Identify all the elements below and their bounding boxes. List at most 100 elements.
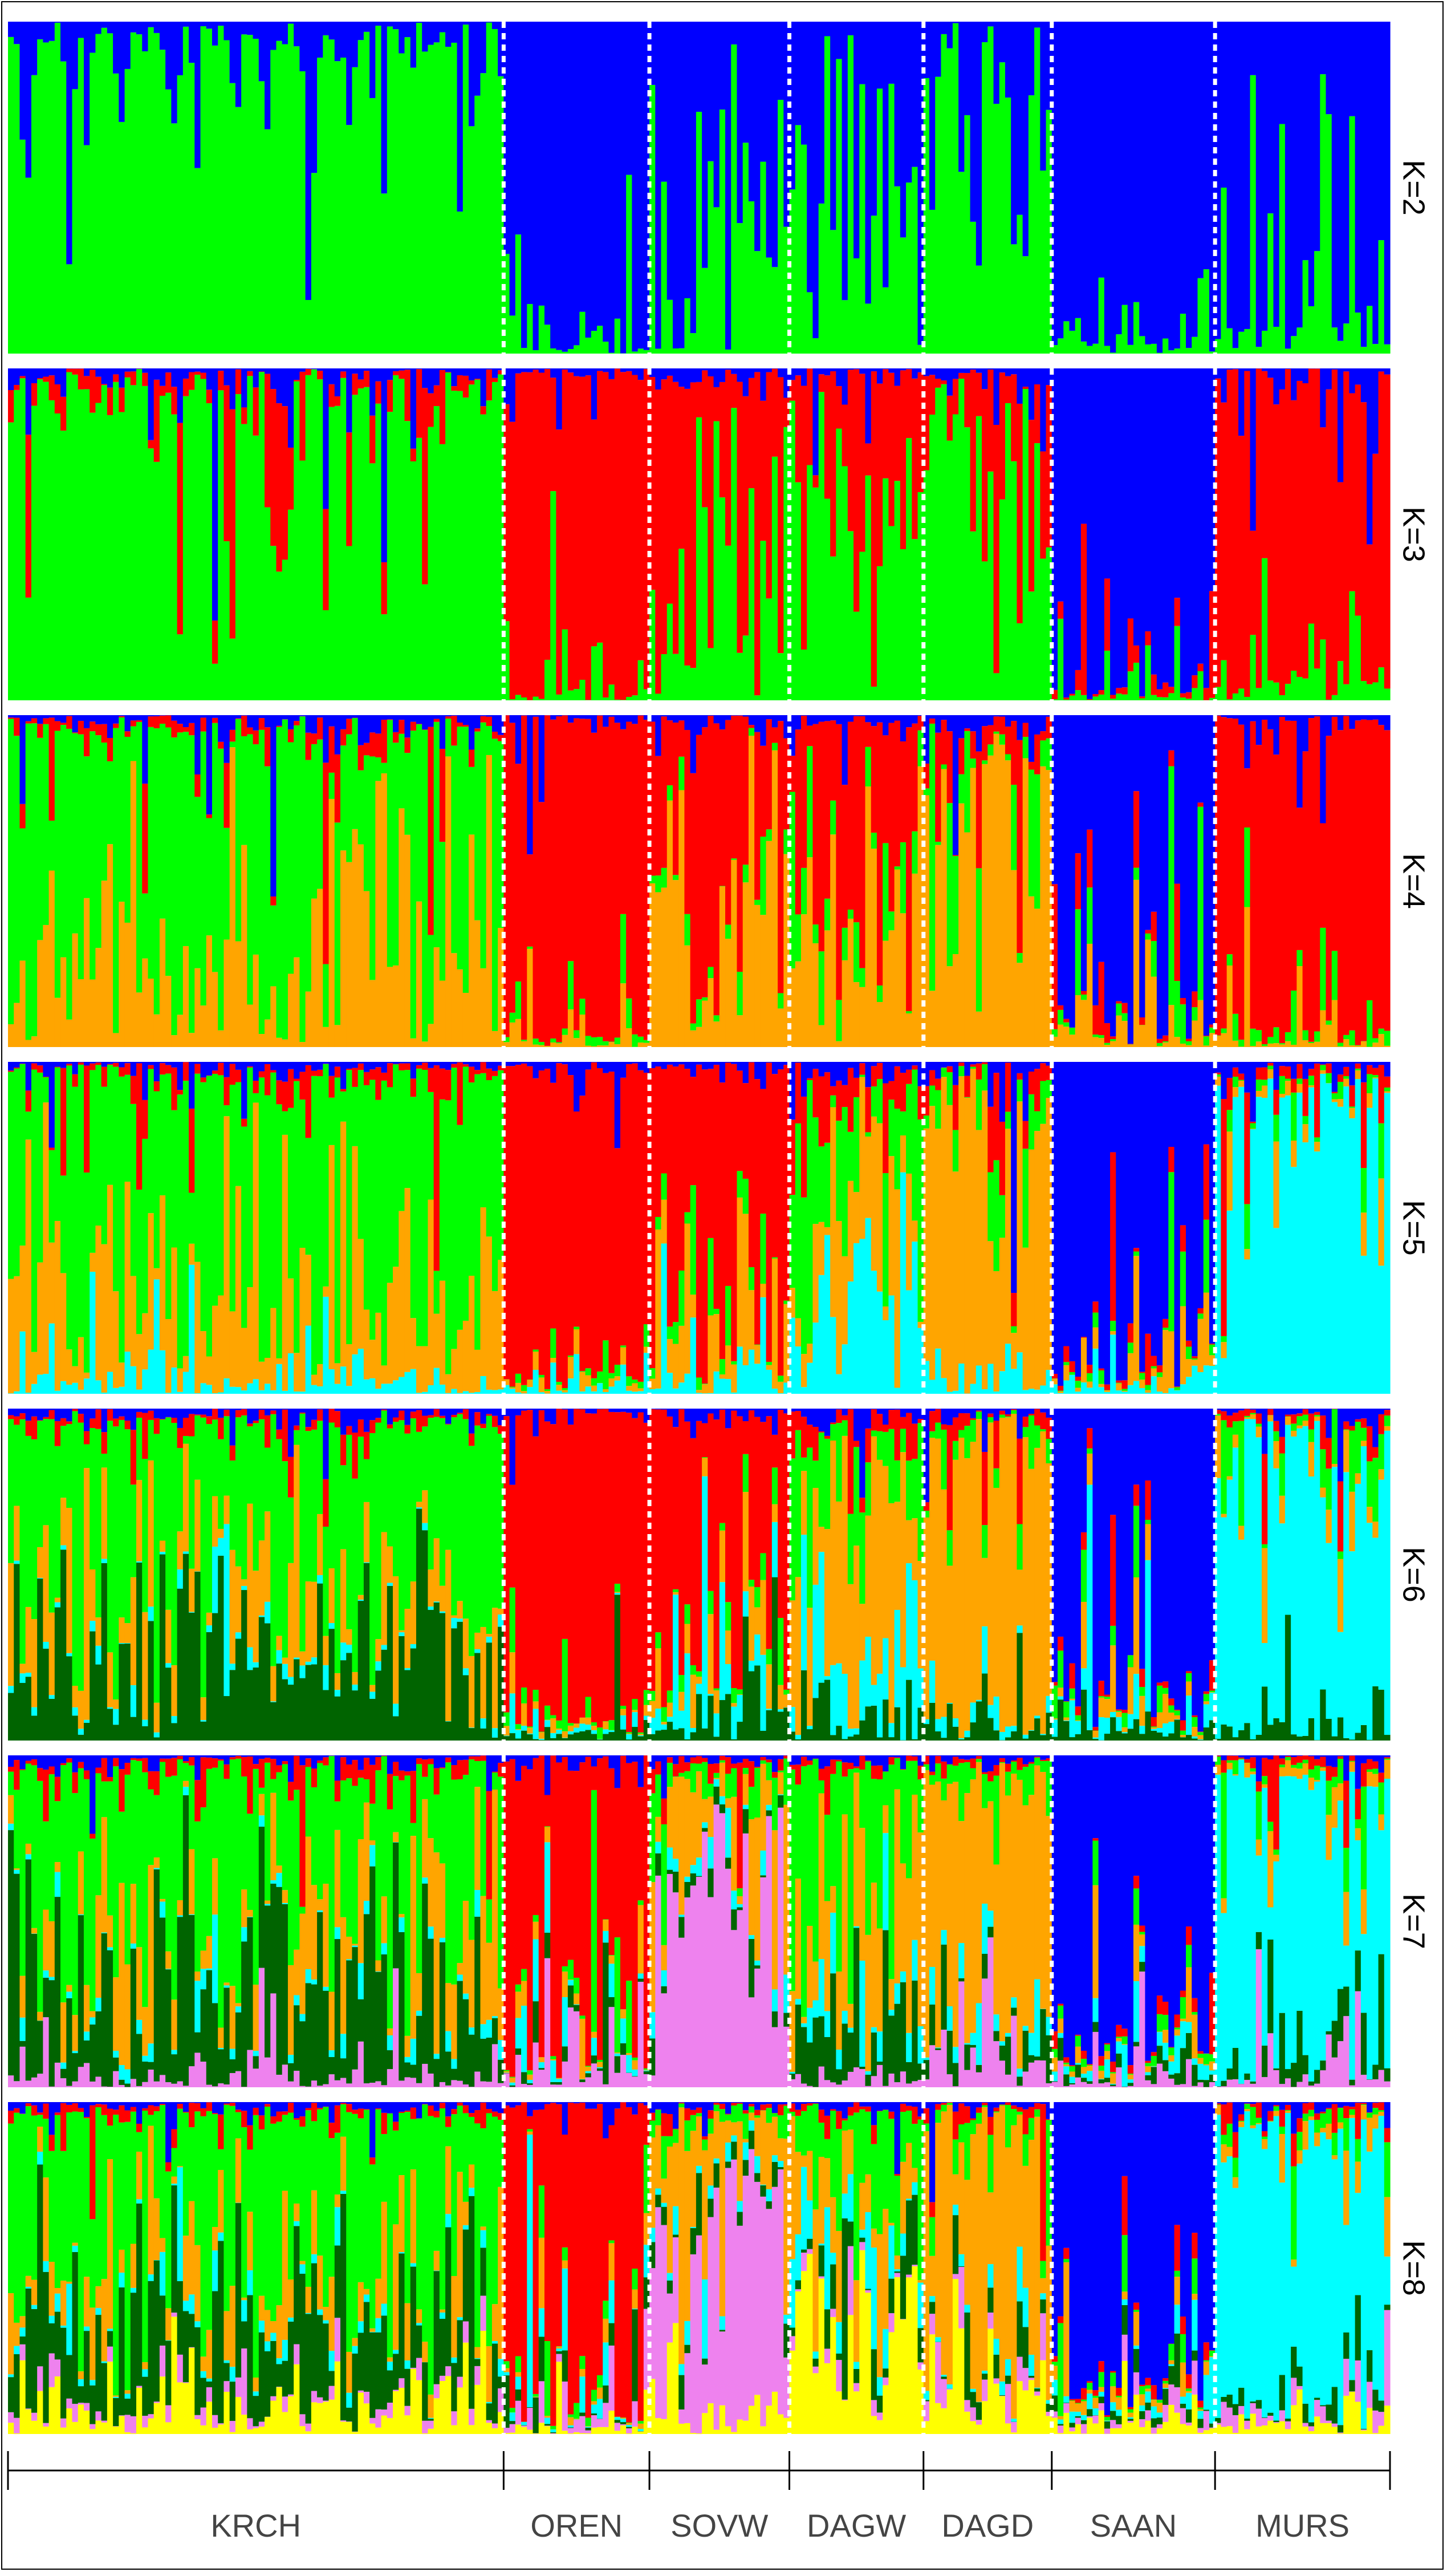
bar-oren-21-red — [620, 372, 627, 700]
bar-oren-17-blue — [597, 22, 603, 326]
bar-saan-22-cyan — [1174, 1390, 1181, 1394]
bar-murs-27-red — [1367, 1065, 1373, 1074]
bar-krch-45-red — [265, 1415, 271, 1448]
bar-saan-21-green — [1168, 1705, 1174, 1713]
bar-sovw-8-orange — [690, 1031, 697, 1047]
bar-saan-3-green — [1063, 1362, 1070, 1365]
bar-dagd-21-red — [1040, 731, 1046, 740]
bar-dagd-20-orange — [1034, 1448, 1040, 1716]
bar-dagw-11-red — [848, 1068, 854, 1132]
bar-dagw-2-green — [795, 125, 802, 354]
bar-krch-81-cyan — [474, 1649, 481, 1653]
bar-krch-80-cyan — [469, 1393, 475, 1394]
bar-saan-17-blue — [1145, 715, 1151, 930]
bar-krch-29-cyan — [171, 1716, 177, 1723]
bar-murs-3-blue — [1227, 1062, 1233, 1078]
bar-murs-13-green — [1285, 1078, 1291, 1081]
bar-dagw-12-blue — [853, 1409, 860, 1441]
bar-krch-13-blue — [78, 22, 84, 38]
bar-oren-12-blue — [568, 22, 574, 349]
bar-dagw-20-blue — [900, 1409, 907, 1417]
bar-krch-31-green — [183, 1081, 189, 1356]
bar-murs-16-red — [1303, 1409, 1309, 1415]
bar-krch-25-cyan — [148, 1607, 154, 1621]
bar-murs-22-red — [1338, 1074, 1344, 1082]
bar-krch-84-orange — [492, 1031, 498, 1047]
bar-murs-12-green — [1279, 695, 1286, 700]
bar-dagw-8-blue — [830, 1409, 836, 1422]
bar-oren-13-red — [574, 718, 580, 1030]
bar-oren-21-darkgreen — [620, 1730, 627, 1741]
bar-dagw-11-orange — [848, 1584, 854, 1729]
bar-krch-27-darkgreen — [160, 1917, 166, 2075]
bar-krch-75-green — [440, 1100, 446, 1281]
bar-murs-5-green — [1238, 332, 1245, 354]
bar-dagw-8-orange — [830, 1107, 836, 1317]
bar-krch-2-orange — [14, 1868, 20, 1870]
bar-krch-79-red — [463, 1064, 469, 1066]
bar-oren-5-green — [527, 947, 533, 949]
bar-oren-10-green — [556, 695, 562, 700]
bar-krch-31-cyan — [183, 1372, 189, 1394]
bar-dagd-9-red — [970, 731, 977, 758]
bar-saan-16-red — [1139, 1017, 1145, 1025]
bar-saan-3-red — [1063, 1701, 1070, 1702]
bar-krch-45-orange — [265, 1358, 271, 1384]
bar-krch-15-darkgreen — [90, 2025, 96, 2082]
bar-krch-33-green — [194, 375, 201, 700]
bar-saan-6-blue — [1081, 715, 1087, 991]
bar-krch-3-orange — [19, 1664, 26, 1673]
bar-oren-10-cyan — [556, 1390, 562, 1394]
bar-oren-20-cyan — [615, 1381, 621, 1394]
bar-krch-44-blue — [259, 715, 265, 718]
bar-dagd-12-red — [987, 1107, 994, 1173]
bar-krch-44-cyan — [259, 1390, 265, 1394]
bar-dagd-10-blue — [976, 22, 982, 266]
bar-krch-5-pink — [31, 2078, 38, 2087]
bar-krch-70-orange — [410, 1318, 417, 1369]
bar-saan-25-red — [1192, 1715, 1198, 1717]
bar-krch-9-blue — [55, 368, 61, 384]
bar-krch-78-blue — [457, 22, 464, 212]
bar-saan-2-green — [1058, 338, 1064, 354]
bar-krch-8-green — [49, 41, 55, 354]
bar-dagw-20-red — [900, 370, 907, 549]
bar-krch-10-blue — [60, 368, 67, 397]
bar-krch-33-green — [194, 1415, 201, 1480]
bar-dagw-18-orange — [888, 1503, 895, 1723]
bar-oren-12-blue — [568, 368, 574, 372]
bar-saan-27-darkgreen — [1204, 1727, 1210, 1741]
bar-saan-16-red — [1139, 696, 1145, 698]
bar-sovw-22-orange — [772, 1504, 778, 1522]
bar-krch-46-blue — [270, 1409, 277, 1410]
bar-murs-17-cyan — [1308, 1476, 1315, 1718]
bar-dagw-19-red — [895, 1410, 901, 1461]
bar-krch-9-green — [55, 1446, 61, 1598]
bar-murs-13-orange — [1285, 1081, 1291, 1096]
bar-krch-53-blue — [311, 715, 318, 733]
bar-krch-37-green — [218, 26, 224, 354]
bar-murs-4-darkgreen — [1233, 1737, 1239, 1741]
bar-krch-62-cyan — [364, 1380, 370, 1394]
bar-sovw-18-green — [749, 488, 755, 700]
bar-saan-7-red — [1087, 1365, 1093, 1373]
bar-krch-10-green — [60, 725, 67, 957]
bar-krch-26-orange — [154, 1268, 160, 1280]
bar-krch-10-orange — [60, 1498, 67, 1545]
bar-krch-43-cyan — [253, 1662, 259, 1668]
bar-krch-56-green — [329, 407, 335, 700]
bar-sovw-17-orange — [743, 1214, 749, 1365]
bar-saan-15-orange — [1133, 880, 1140, 1047]
bar-murs-10-red — [1267, 1063, 1274, 1066]
bar-krch-23-darkgreen — [136, 1563, 143, 1741]
bar-sovw-12-green — [714, 1689, 720, 1691]
bar-krch-57-orange — [335, 1673, 341, 1690]
bar-saan-21-green — [1168, 350, 1174, 354]
bar-krch-66-blue — [387, 1062, 393, 1063]
bar-oren-11-orange — [562, 1731, 568, 1738]
bar-sovw-21-red — [766, 1416, 773, 1649]
bar-sovw-23-cyan — [778, 1709, 784, 1711]
bar-sovw-22-blue — [772, 368, 778, 369]
bar-krch-27-blue — [160, 1755, 166, 1759]
bar-oren-2-cyan — [510, 1389, 516, 1394]
